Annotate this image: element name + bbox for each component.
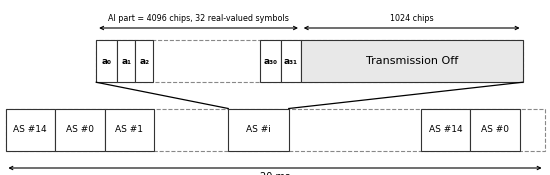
Text: 20 ms: 20 ms [260,172,290,175]
Text: a₃₁: a₃₁ [284,57,298,66]
Text: AS #i: AS #i [246,125,271,134]
Text: AS #14: AS #14 [428,125,463,134]
Bar [96,40,117,82]
Bar [6,108,544,150]
Text: AS #1: AS #1 [116,125,143,134]
Text: AI part = 4096 chips, 32 real-valued symbols: AI part = 4096 chips, 32 real-valued sym… [108,14,289,23]
Text: 1024 chips: 1024 chips [390,14,433,23]
Text: AS #14: AS #14 [13,125,47,134]
Text: Transmission Off: Transmission Off [366,56,458,66]
Bar [55,108,104,150]
Text: AS #0: AS #0 [481,125,509,134]
Bar [117,40,135,82]
Text: a₀: a₀ [102,57,112,66]
Bar [421,108,470,150]
Bar [96,40,522,82]
Bar [228,108,289,150]
Bar [6,108,55,150]
Bar [135,40,153,82]
Text: AS #0: AS #0 [66,125,94,134]
Bar [104,108,154,150]
Text: a₃₀: a₃₀ [263,57,278,66]
Bar [281,40,301,82]
Bar [260,40,281,82]
Bar [301,40,522,82]
Text: a₁: a₁ [121,57,131,66]
Text: a₂: a₂ [139,57,150,66]
Bar [470,108,520,150]
